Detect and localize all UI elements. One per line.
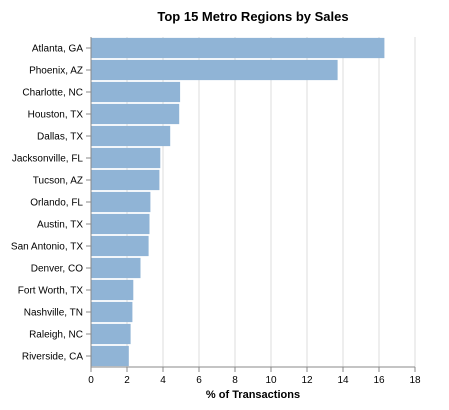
y-tick-label: Charlotte, NC <box>22 88 83 99</box>
bar <box>91 59 338 81</box>
bar <box>91 257 141 279</box>
y-tick-label: Orlando, FL <box>30 198 83 209</box>
y-tick-label: Nashville, TN <box>24 308 83 319</box>
x-tick-label: 10 <box>265 375 277 386</box>
bar <box>91 323 131 345</box>
x-tick-label: 6 <box>196 375 202 386</box>
bar <box>91 147 161 169</box>
bar <box>91 213 150 235</box>
y-tick-label: Austin, TX <box>37 220 83 231</box>
y-tick-label: Houston, TX <box>28 110 84 121</box>
bar <box>91 81 181 103</box>
y-tick-label: Jacksonville, FL <box>12 154 84 165</box>
y-tick-label: Dallas, TX <box>37 132 83 143</box>
x-axis-title: % of Transactions <box>206 389 300 401</box>
y-tick-label: Denver, CO <box>31 264 83 275</box>
y-tick-label: Fort Worth, TX <box>18 286 84 297</box>
x-tick-label: 2 <box>124 375 130 386</box>
bar <box>91 191 151 213</box>
y-tick-label: San Antonio, TX <box>11 242 83 253</box>
bar <box>91 279 134 301</box>
x-tick-label: 16 <box>373 375 385 386</box>
bar <box>91 103 180 125</box>
y-tick-label: Raleigh, NC <box>29 330 83 341</box>
bar <box>91 125 171 147</box>
bar <box>91 169 160 191</box>
x-tick-label: 14 <box>337 375 349 386</box>
axes: 0 2 4 6 8 10 12 14 16 18 Atlanta, GA Phoenix, AZ Cha… <box>11 37 421 386</box>
bar <box>91 345 129 367</box>
y-tick-label: Atlanta, GA <box>32 44 83 55</box>
bar <box>91 301 133 323</box>
chart-title: Top 15 Metro Regions by Sales <box>157 9 348 24</box>
x-tick-label: 4 <box>160 375 166 386</box>
y-tick-label: Riverside, CA <box>22 352 83 363</box>
bars <box>91 37 385 367</box>
bar <box>91 235 149 257</box>
x-tick-label: 12 <box>301 375 313 386</box>
x-tick-label: 8 <box>232 375 238 386</box>
x-tick-label: 0 <box>88 375 94 386</box>
y-tick-label: Tucson, AZ <box>33 176 83 187</box>
x-tick-label: 18 <box>409 375 421 386</box>
bar <box>91 37 385 59</box>
y-tick-label: Phoenix, AZ <box>29 66 83 77</box>
